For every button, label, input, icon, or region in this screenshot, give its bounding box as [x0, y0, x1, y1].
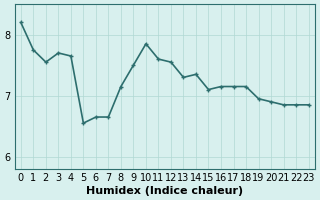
X-axis label: Humidex (Indice chaleur): Humidex (Indice chaleur) [86, 186, 243, 196]
